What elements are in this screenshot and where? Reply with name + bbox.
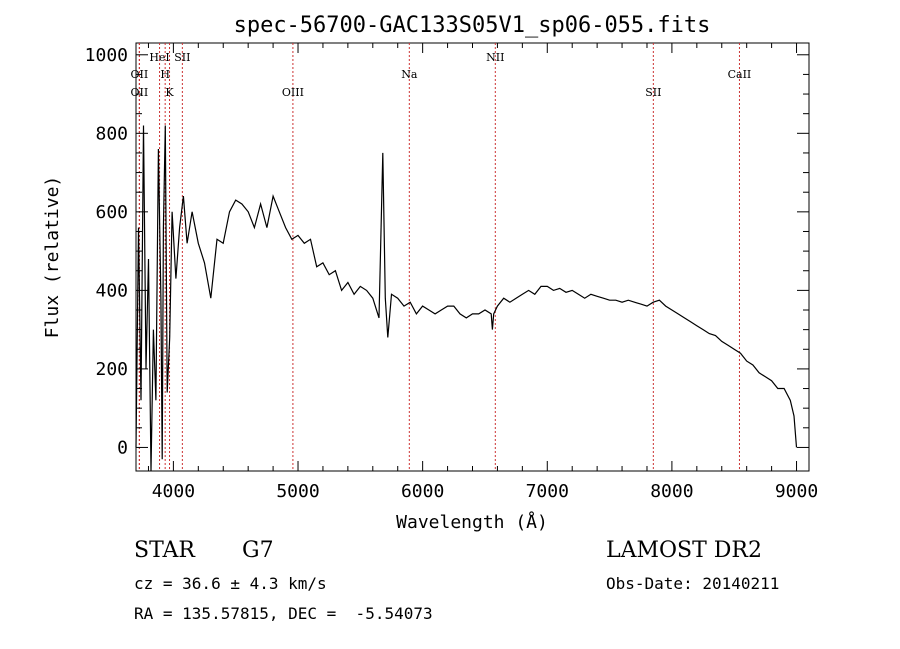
redshift-velocity: cz = 36.6 ± 4.3 km/s [134, 574, 327, 593]
x-tick-label: 4000 [152, 481, 195, 502]
y-tick-label: 0 [117, 437, 128, 458]
y-tick-label: 1000 [85, 45, 128, 66]
spectral-line-label: SII [174, 51, 190, 64]
y-tick-label: 800 [95, 123, 128, 144]
survey-name: LAMOST DR2 [606, 538, 762, 563]
x-tick-label: 5000 [276, 481, 319, 502]
spectrum-series [135, 125, 798, 472]
spectrum-line [135, 125, 798, 472]
spectral-line-label: H [160, 68, 170, 81]
x-tick-label: 8000 [650, 481, 693, 502]
spectral-line-label: SII [645, 86, 661, 99]
spectral-line-label: CaII [728, 68, 752, 81]
plot-frame [135, 42, 810, 472]
spectral-line-label: OII [131, 86, 149, 99]
spectral-line-label: NII [486, 51, 504, 64]
chart-title: spec-56700-GAC133S05V1_sp06-055.fits [234, 13, 711, 38]
spectral-line-label: HeI [149, 51, 169, 64]
y-axis-label: Flux (relative) [42, 176, 63, 339]
spectral-line-label: K [165, 86, 174, 99]
spectral-line-markers: OIIOIIHeIHKSIIOIIINaNIISIICaII [131, 43, 752, 471]
x-axis-label: Wavelength (Å) [396, 511, 548, 533]
spectrum-chart: spec-56700-GAC133S05V1_sp06-055.fits OII… [42, 13, 818, 533]
spectral-line-label: Na [401, 68, 418, 81]
y-tick-label: 400 [95, 280, 128, 301]
coordinates: RA = 135.57815, DEC = -5.54073 [134, 604, 433, 623]
y-tick-label: 600 [95, 202, 128, 223]
object-class: STAR [134, 538, 195, 563]
x-tick-label: 9000 [775, 481, 818, 502]
spectral-line-label: OIII [282, 86, 304, 99]
y-tick-label: 200 [95, 359, 128, 380]
x-tick-label: 7000 [526, 481, 569, 502]
x-tick-label: 6000 [401, 481, 444, 502]
axes: 4000 5000 6000 7000 8000 9000 0 200 400 600 800 100… [85, 43, 818, 502]
observation-date: Obs-Date: 20140211 [606, 574, 780, 593]
object-subclass: G7 [242, 538, 274, 563]
